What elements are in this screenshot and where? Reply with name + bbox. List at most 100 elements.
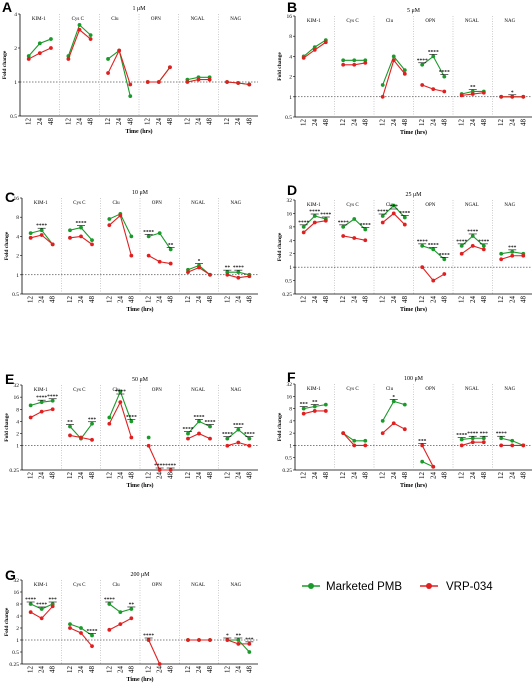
significance-label: **** xyxy=(298,220,309,226)
x-tick-label: 12 xyxy=(223,118,231,126)
data-point xyxy=(77,27,82,32)
group-label: NGAL xyxy=(191,201,205,206)
data-point xyxy=(39,409,44,414)
y-tick-label: 16 xyxy=(287,211,293,217)
data-point xyxy=(312,409,317,413)
data-point xyxy=(117,48,122,53)
significance-label: **** xyxy=(154,463,165,469)
x-tick-label: 12 xyxy=(64,118,72,126)
data-point xyxy=(352,217,357,221)
x-tick-label: 12 xyxy=(27,296,35,304)
panel-title: 200 μM xyxy=(130,572,150,578)
data-point xyxy=(420,265,425,270)
data-point xyxy=(208,638,212,642)
x-tick-label: 12 xyxy=(497,119,505,127)
y-axis-label: Fold change xyxy=(277,412,283,441)
data-point xyxy=(68,622,72,627)
x-tick-label: 12 xyxy=(458,296,466,304)
x-tick-label: 24 xyxy=(508,472,516,480)
series-line xyxy=(67,28,91,60)
data-point xyxy=(225,80,229,84)
group-label: KIM-1 xyxy=(34,388,48,393)
y-tick-label: 16 xyxy=(14,395,20,401)
significance-label: ** xyxy=(67,419,73,425)
data-point xyxy=(107,421,112,426)
group-label: Clu xyxy=(386,387,394,392)
data-point xyxy=(68,433,72,438)
legend-label-pmb: Marketed PMB xyxy=(326,581,402,593)
x-tick-label: 12 xyxy=(458,472,466,480)
data-point xyxy=(481,436,486,441)
significance-label: **** xyxy=(496,431,507,437)
data-point xyxy=(26,54,31,58)
data-point xyxy=(156,80,161,84)
data-point xyxy=(323,402,328,407)
data-point xyxy=(118,389,123,394)
significance-label: **** xyxy=(222,432,233,438)
group-label: NGAL xyxy=(465,203,479,208)
x-tick-label: 12 xyxy=(145,296,153,304)
y-tick-label: 2 xyxy=(16,626,19,632)
group-label: Clu xyxy=(111,17,119,22)
x-tick-label: 24 xyxy=(390,472,398,480)
x-tick-label: 24 xyxy=(77,472,85,480)
data-point xyxy=(312,404,317,409)
data-point xyxy=(39,616,44,621)
group-label: KIM-1 xyxy=(307,203,321,208)
data-point xyxy=(90,633,94,638)
significance-label: ** xyxy=(312,399,318,405)
data-point xyxy=(37,51,42,56)
x-tick-label: 12 xyxy=(379,472,387,480)
x-tick-label: 48 xyxy=(49,472,57,480)
panel-letter: A xyxy=(2,0,12,15)
x-tick-label: 24 xyxy=(76,118,84,126)
data-point xyxy=(510,94,515,99)
significance-label: ** xyxy=(225,265,231,271)
x-tick-label: 24 xyxy=(156,666,164,674)
data-point xyxy=(197,419,201,424)
x-tick-label: 12 xyxy=(223,472,231,480)
data-point xyxy=(146,638,151,642)
data-point xyxy=(323,40,328,45)
y-tick-label: 4 xyxy=(289,419,292,425)
y-tick-label: 0.5 xyxy=(10,114,17,120)
significance-label: *** xyxy=(88,417,97,423)
x-tick-label: 24 xyxy=(350,472,358,480)
data-point xyxy=(352,443,357,448)
data-point xyxy=(236,638,241,642)
data-point xyxy=(118,610,123,615)
legend: Marketed PMB VRP-034 xyxy=(302,581,493,593)
data-point xyxy=(521,94,526,99)
significance-label: * xyxy=(226,633,229,639)
data-point xyxy=(39,233,44,237)
data-point xyxy=(380,431,385,436)
data-point xyxy=(225,436,230,441)
data-point xyxy=(380,94,385,99)
group-label: NAG xyxy=(504,387,515,392)
significance-label: **** xyxy=(456,432,467,438)
significance-label: **** xyxy=(439,252,450,258)
x-tick-label: 12 xyxy=(300,296,308,304)
significance-label: **** xyxy=(165,463,176,469)
group-label: KIM-1 xyxy=(34,583,48,588)
x-tick-label: 24 xyxy=(469,472,477,480)
data-point xyxy=(107,217,112,221)
data-point xyxy=(341,234,346,238)
panel-title: 10 μM xyxy=(132,190,149,196)
data-point xyxy=(225,272,230,277)
x-tick-label: 48 xyxy=(206,118,214,126)
significance-label: **** xyxy=(36,395,47,401)
data-point xyxy=(79,225,83,230)
x-tick-label: 48 xyxy=(480,119,488,127)
data-point xyxy=(459,93,464,98)
y-tick-label: 1 xyxy=(289,95,292,101)
data-point xyxy=(391,399,396,404)
y-tick-label: 32 xyxy=(14,578,20,584)
data-point xyxy=(39,607,44,611)
x-tick-label: 24 xyxy=(390,119,398,127)
data-point xyxy=(499,257,504,262)
x-tick-label: 48 xyxy=(167,666,175,674)
